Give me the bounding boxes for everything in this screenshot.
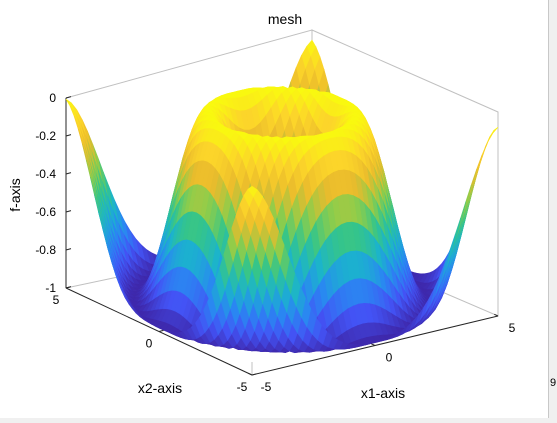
y-tick-mark <box>158 329 164 332</box>
z-tick-label: -0.4 <box>35 167 56 181</box>
z-tick-mark <box>65 134 72 137</box>
edge-glyph: 9 <box>550 377 557 389</box>
y-tick-mark <box>251 373 257 376</box>
z-tick-label: -0.8 <box>35 243 56 257</box>
x-tick-mark <box>494 313 499 317</box>
x-tick-label: -5 <box>261 380 272 394</box>
x-tick-label: 0 <box>386 351 393 365</box>
x-tick-mark <box>371 343 376 346</box>
x-tick-label: 5 <box>509 321 516 335</box>
surface-mesh <box>65 39 499 354</box>
z-tick-label: -0.2 <box>35 129 56 143</box>
chart-title: mesh <box>268 11 302 27</box>
surface-patch <box>247 185 258 198</box>
window-right-edge <box>548 0 557 418</box>
z-tick-mark <box>65 248 72 251</box>
z-axis-label: f-axis <box>7 178 23 211</box>
y-tick-mark <box>65 286 71 289</box>
z-tick-mark <box>65 172 72 175</box>
z-tick-mark <box>65 210 72 213</box>
tick-group: 0 -0.2 -0.4 -0.6 -0.8 -1 -5 0 5 -5 0 5 <box>35 91 515 394</box>
z-tick-label: 0 <box>49 91 56 105</box>
y-axis-label: x2-axis <box>138 380 182 396</box>
y-tick-label: -5 <box>237 380 248 394</box>
x-tick-mark <box>248 372 253 376</box>
x-axis-label: x1-axis <box>361 385 405 401</box>
y-tick-label: 5 <box>53 293 60 307</box>
y-tick-label: 0 <box>146 337 153 351</box>
z-tick-label: -0.6 <box>35 205 56 219</box>
z-tick-mark <box>65 96 72 99</box>
z-tick-label: -1 <box>45 281 56 295</box>
plot-svg: 0-0.2-0.4-0.6-0.8-1-505-505 mesh f-axis … <box>7 11 516 401</box>
